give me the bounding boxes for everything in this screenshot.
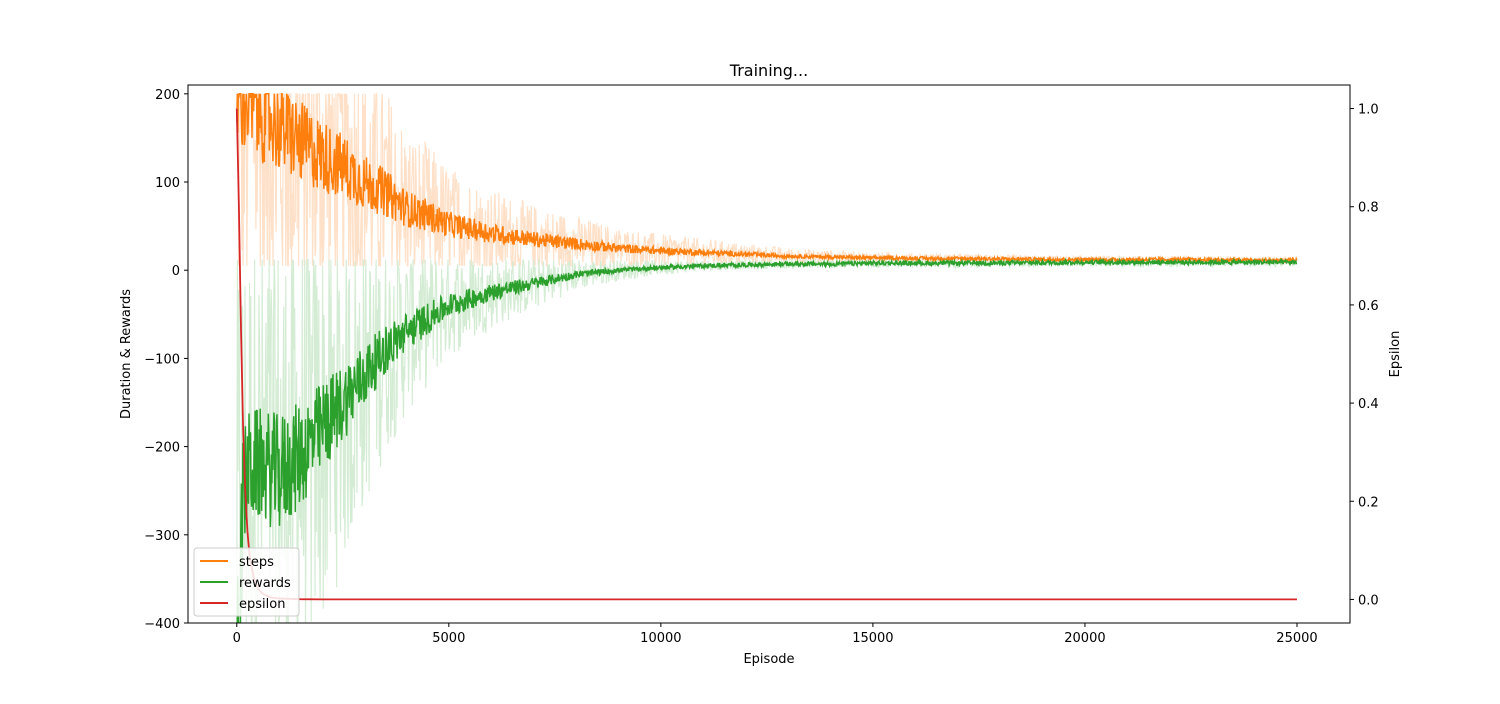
- x-tick-label: 0: [233, 631, 241, 646]
- x-tick-label: 5000: [432, 631, 465, 646]
- plot-frame: [187, 84, 1351, 624]
- rewards-line: [236, 257, 1298, 623]
- y-tick-label: −400: [144, 617, 180, 632]
- y2-tick-label: 1.0: [1358, 103, 1379, 118]
- y2-tick-label: 0.0: [1358, 593, 1379, 608]
- y2-tick-label: 0.2: [1358, 495, 1379, 510]
- y2-axis-label: Epsilon: [1388, 331, 1403, 378]
- raw-series-layer: [236, 92, 1298, 623]
- y-tick-label: −300: [144, 529, 180, 544]
- x-axis-label: Episode: [743, 652, 794, 667]
- legend: steps rewards epsilon: [193, 547, 300, 617]
- legend-steps-label: steps: [239, 555, 274, 570]
- x-tick-label: 15000: [852, 631, 893, 646]
- x-tick-label: 25000: [1276, 631, 1317, 646]
- y2-tick-label: 0.4: [1358, 397, 1379, 412]
- y-tick-label: 0: [172, 264, 180, 279]
- y-tick-label: −100: [144, 352, 180, 367]
- y-tick-label: 200: [155, 88, 180, 103]
- x-tick-label: 20000: [1064, 631, 1105, 646]
- rewards-raw-line: [236, 257, 1298, 623]
- legend-box: [193, 547, 300, 617]
- steps-raw-line: [236, 92, 1297, 267]
- legend-epsilon-label: epsilon: [239, 597, 285, 612]
- y-axis-label: Duration & Rewards: [119, 289, 134, 419]
- axes-layer: 0 5000 10000 15000 20000 25000 200 100 0 −100 −200…: [144, 88, 1378, 646]
- y2-tick-label: 0.6: [1358, 299, 1379, 314]
- y-tick-label: −200: [144, 441, 180, 456]
- y-tick-label: 100: [155, 176, 180, 191]
- y2-tick-label: 0.8: [1358, 201, 1379, 216]
- legend-rewards-label: rewards: [239, 576, 291, 591]
- x-tick-label: 10000: [640, 631, 681, 646]
- chart-title: Training...: [729, 61, 808, 80]
